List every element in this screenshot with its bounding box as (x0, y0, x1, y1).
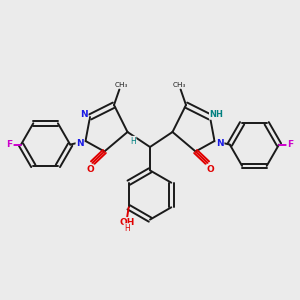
Text: O: O (86, 165, 94, 174)
Text: CH₃: CH₃ (172, 82, 186, 88)
Text: NH: NH (210, 110, 224, 119)
Text: H: H (124, 224, 130, 233)
Text: O: O (206, 165, 214, 174)
Text: N: N (80, 110, 88, 119)
Text: F: F (7, 140, 13, 149)
Text: CH₃: CH₃ (114, 82, 128, 88)
Text: OH: OH (119, 218, 135, 227)
Text: N: N (216, 139, 224, 148)
Text: F: F (287, 140, 293, 149)
Text: N: N (76, 139, 84, 148)
Text: H: H (130, 136, 136, 146)
